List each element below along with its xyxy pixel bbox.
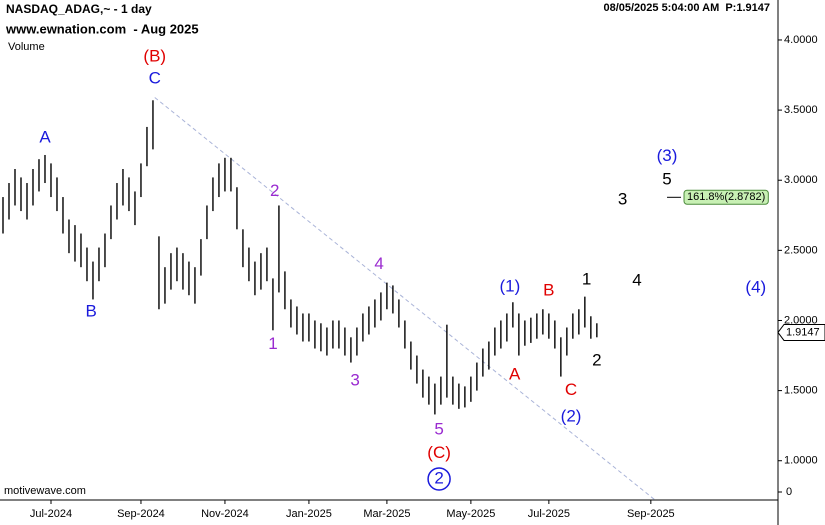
- wave-label: (B): [143, 46, 166, 65]
- wave-label: (1): [499, 276, 520, 295]
- wave-label: 3: [350, 370, 359, 389]
- trend-line: [154, 97, 656, 501]
- x-tick-label: May-2025: [446, 508, 495, 520]
- y-tick-label: 1.0000: [784, 455, 818, 467]
- x-tick-label: Jul-2024: [30, 508, 72, 520]
- x-tick-label: Jul-2025: [528, 508, 570, 520]
- x-tick-label: Sep-2024: [117, 508, 165, 520]
- wave-label: (C): [427, 443, 451, 462]
- target-label: 161.8%(2.8782): [687, 191, 765, 203]
- wave-label: 2: [592, 351, 601, 370]
- y-tick-label: 3.5000: [784, 104, 818, 116]
- wave-label: A: [509, 365, 521, 384]
- wave-label: 1: [582, 269, 591, 288]
- wave-label: 2: [434, 468, 443, 487]
- wave-label: 3: [618, 189, 627, 208]
- wave-label: 4: [374, 254, 383, 273]
- x-tick-label: Nov-2024: [201, 508, 249, 520]
- watermark: motivewave.com: [4, 485, 86, 497]
- pane-label: Volume: [8, 41, 45, 53]
- last-price-tag: [777, 323, 825, 341]
- target-box: [683, 189, 769, 205]
- wave-label: 4: [632, 271, 641, 290]
- y-tick-label: 2.0000: [784, 314, 818, 326]
- wave-label: (3): [657, 146, 678, 165]
- wave-label: 1: [268, 334, 277, 353]
- volume-tick-label: 0: [786, 486, 792, 498]
- wave-label: (4): [745, 278, 766, 297]
- timestamp: 08/05/2025 5:04:00 AM P:1.9147: [603, 2, 770, 14]
- wave-label: 5: [434, 419, 443, 438]
- wave-label: A: [39, 128, 51, 147]
- y-tick-label: 1.5000: [784, 385, 818, 397]
- x-tick-label: Jan-2025: [286, 508, 332, 520]
- chart-subtitle: www.ewnation.com - Aug 2025: [5, 21, 199, 36]
- y-tick-label: 3.0000: [784, 174, 818, 186]
- wave-label: B: [86, 302, 97, 321]
- wave-label: 2: [270, 181, 279, 200]
- label-circle: [427, 467, 451, 491]
- y-tick-label: 4.0000: [784, 34, 818, 46]
- wave-label: C: [149, 69, 161, 88]
- wave-label: 5: [662, 170, 671, 189]
- x-tick-label: Mar-2025: [363, 508, 410, 520]
- x-tick-label: Sep-2025: [627, 508, 675, 520]
- y-tick-label: 2.5000: [784, 244, 818, 256]
- wave-label: B: [543, 281, 554, 300]
- last-price-label: 1.9147: [786, 326, 820, 338]
- chart-title: NASDAQ_ADAG,~ - 1 day: [6, 2, 152, 16]
- wave-label: (2): [561, 407, 582, 426]
- wave-label: C: [565, 380, 577, 399]
